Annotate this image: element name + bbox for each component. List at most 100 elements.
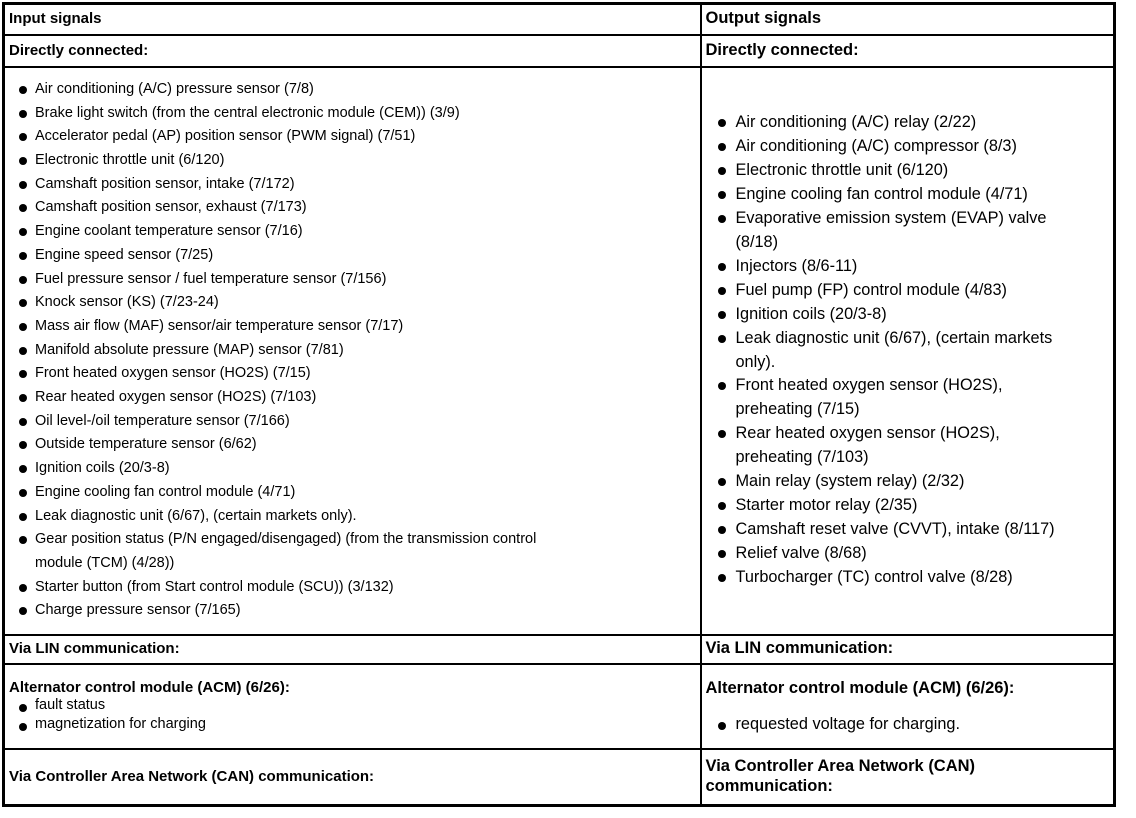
list-item-text: Fuel pump (FP) control module (4/83) (735, 280, 1007, 299)
list-item: magnetization for charging (19, 715, 694, 734)
input-signals-header: Input signals (2, 2, 702, 36)
bullet-icon (19, 85, 27, 94)
list-item-text: Ignition coils (20/3-8) (735, 304, 887, 323)
list-item: Ignition coils (20/3-8) (717, 303, 1108, 327)
output-via-lin-label: Via LIN communication: (699, 633, 1116, 665)
bullet-icon (717, 334, 726, 343)
list-item: Rear heated oxygen sensor (HO2S), prehea… (717, 422, 1108, 470)
input-directly-connected-list-cell: Air conditioning (A/C) pressure sensor (… (2, 65, 702, 636)
acm-row: Alternator control module (ACM) (6/26): … (2, 662, 1116, 750)
list-item: Leak diagnostic unit (6/67), (certain ma… (717, 327, 1108, 375)
list-item: Relief valve (8/68) (717, 542, 1108, 566)
directly-connected-lists-row: Air conditioning (A/C) pressure sensor (… (2, 65, 1116, 636)
list-item-text: Mass air flow (MAF) sensor/air temperatu… (35, 317, 404, 334)
list-item: fault status (19, 696, 694, 715)
list-item: Outside temperature sensor (6/62) (19, 433, 694, 457)
bullet-icon (19, 583, 27, 592)
via-lin-row: Via LIN communication: Via LIN communica… (2, 633, 1116, 665)
list-item: Air conditioning (A/C) compressor (8/3) (717, 135, 1108, 159)
list-item-text: Air conditioning (A/C) relay (2/22) (735, 113, 977, 132)
input-acm-heading: Alternator control module (ACM) (6/26): (9, 678, 290, 696)
list-item-text: Rear heated oxygen sensor (HO2S) (7/103) (35, 389, 317, 406)
list-item: Engine cooling fan control module (4/71) (19, 481, 694, 505)
input-via-lin-label: Via LIN communication: (2, 633, 702, 665)
input-acm-list: fault status magnetization for charging (9, 696, 694, 734)
list-item-text: Leak diagnostic unit (6/67), (certain ma… (35, 507, 357, 524)
list-item-text: Manifold absolute pressure (MAP) sensor … (35, 341, 344, 358)
list-item: Main relay (system relay) (2/32) (717, 470, 1108, 494)
list-item: Ignition coils (20/3-8) (19, 457, 694, 481)
list-item: Turbocharger (TC) control valve (8/28) (717, 566, 1108, 590)
bullet-icon (19, 228, 27, 237)
bullet-icon (717, 525, 726, 534)
list-item: Front heated oxygen sensor (HO2S) (7/15) (19, 362, 694, 386)
via-can-row: Via Controller Area Network (CAN) commun… (2, 747, 1116, 807)
bullet-icon (19, 346, 27, 355)
output-directly-connected-list: Air conditioning (A/C) relay (2/22) Air c… (706, 111, 1108, 589)
list-item-text: Camshaft position sensor, intake (7/172) (35, 175, 295, 192)
bullet-icon (19, 109, 27, 118)
input-directly-connected-list: Air conditioning (A/C) pressure sensor (… (9, 78, 694, 623)
bullet-icon (19, 607, 27, 616)
list-item: Oil level-/oil temperature sensor (7/166… (19, 410, 694, 434)
list-item-text: Ignition coils (20/3-8) (35, 460, 170, 477)
header-row: Input signals Output signals (2, 2, 1116, 36)
list-item: Engine speed sensor (7/25) (19, 244, 694, 268)
output-directly-connected-label: Directly connected: (699, 33, 1116, 68)
input-acm-section: Alternator control module (ACM) (6/26): … (9, 679, 694, 734)
list-item-text: Front heated oxygen sensor (HO2S), prehe… (735, 376, 1003, 419)
list-item: Fuel pressure sensor / fuel temperature … (19, 268, 694, 292)
list-item: Manifold absolute pressure (MAP) sensor … (19, 339, 694, 363)
bullet-icon (717, 167, 726, 176)
input-acm-cell: Alternator control module (ACM) (6/26): … (2, 662, 702, 750)
bullet-icon (19, 417, 27, 426)
list-item: Evaporative emission system (EVAP) valve… (717, 207, 1108, 255)
list-item-text: Outside temperature sensor (6/62) (35, 436, 257, 453)
bullet-icon (19, 512, 27, 521)
bullet-icon (19, 394, 27, 403)
bullet-icon (19, 465, 27, 474)
list-item: requested voltage for charging. (717, 714, 1108, 734)
list-item: Front heated oxygen sensor (HO2S), prehe… (717, 374, 1108, 422)
list-item-text: Brake light switch (from the central ele… (35, 104, 460, 121)
list-item-text: Engine coolant temperature sensor (7/16) (35, 223, 303, 240)
list-item: Electronic throttle unit (6/120) (19, 149, 694, 173)
bullet-icon (19, 441, 27, 450)
list-item-text: Leak diagnostic unit (6/67), (certain ma… (735, 328, 1053, 371)
bullet-icon (19, 703, 27, 712)
list-item: Camshaft reset valve (CVVT), intake (8/1… (717, 518, 1108, 542)
list-item-text: Knock sensor (KS) (7/23-24) (35, 294, 219, 311)
output-acm-section: Alternator control module (ACM) (6/26): … (706, 679, 1108, 734)
list-item: Gear position status (P/N engaged/diseng… (19, 528, 694, 575)
bullet-icon (19, 133, 27, 142)
list-item-text: Relief valve (8/68) (735, 543, 867, 562)
output-acm-list: requested voltage for charging. (706, 714, 1108, 734)
list-item: Rear heated oxygen sensor (HO2S) (7/103) (19, 386, 694, 410)
list-item-text: Rear heated oxygen sensor (HO2S), prehea… (735, 424, 1000, 467)
list-item-text: Injectors (8/6-11) (735, 256, 858, 275)
list-item-text: Camshaft position sensor, exhaust (7/173… (35, 199, 307, 216)
list-item-text: Engine cooling fan control module (4/71) (735, 185, 1028, 204)
list-item: Camshaft position sensor, intake (7/172) (19, 173, 694, 197)
list-item-text: magnetization for charging (35, 715, 206, 732)
list-item: Engine cooling fan control module (4/71) (717, 183, 1108, 207)
list-item: Camshaft position sensor, exhaust (7/173… (19, 196, 694, 220)
list-item-text: Fuel pressure sensor / fuel temperature … (35, 270, 387, 287)
list-item: Electronic throttle unit (6/120) (717, 159, 1108, 183)
list-item: Mass air flow (MAF) sensor/air temperatu… (19, 315, 694, 339)
bullet-icon (717, 382, 726, 391)
list-item-text: Oil level-/oil temperature sensor (7/166… (35, 412, 290, 429)
bullet-icon (717, 215, 726, 224)
bullet-icon (717, 262, 726, 271)
list-item-text: Turbocharger (TC) control valve (8/28) (735, 567, 1013, 586)
list-item: Charge pressure sensor (7/165) (19, 599, 694, 623)
bullet-icon (717, 501, 726, 510)
list-item: Air conditioning (A/C) relay (2/22) (717, 111, 1108, 135)
bullet-icon (19, 299, 27, 308)
list-item: Knock sensor (KS) (7/23-24) (19, 291, 694, 315)
bullet-icon (717, 286, 726, 295)
bullet-icon (717, 143, 726, 152)
input-via-can-label: Via Controller Area Network (CAN) commun… (2, 747, 702, 807)
list-item: Air conditioning (A/C) pressure sensor (… (19, 78, 694, 102)
